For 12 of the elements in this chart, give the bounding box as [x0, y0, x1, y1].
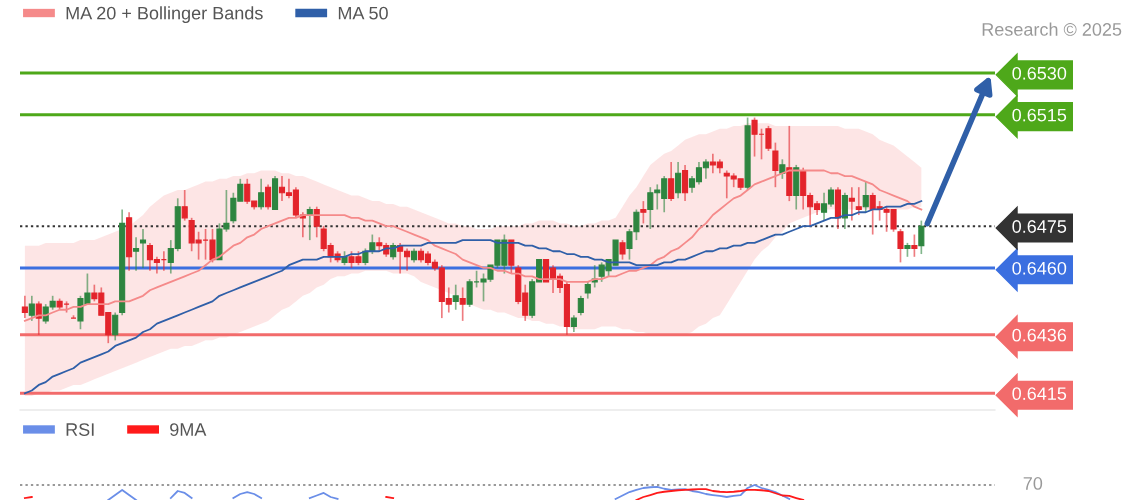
- text: Research © 2025: [982, 22, 1122, 36]
- y-tick-label: 0.6530: [1012, 66, 1067, 80]
- legend-label: MA 50: [338, 6, 388, 20]
- legend-label: 9MA: [170, 423, 207, 436]
- y-tick-label: 0.6515: [1012, 108, 1067, 122]
- text: 70: [1023, 477, 1043, 490]
- legend-label: MA 20 + Bollinger Bands: [66, 6, 263, 24]
- legend-label: RSI: [66, 423, 94, 436]
- y-tick-label: 0.6475: [1012, 220, 1067, 233]
- y-tick-label: 0.6460: [1012, 261, 1067, 275]
- y-tick-label: 0.6415: [1012, 387, 1067, 401]
- y-tick-label: 0.6436: [1012, 328, 1067, 342]
